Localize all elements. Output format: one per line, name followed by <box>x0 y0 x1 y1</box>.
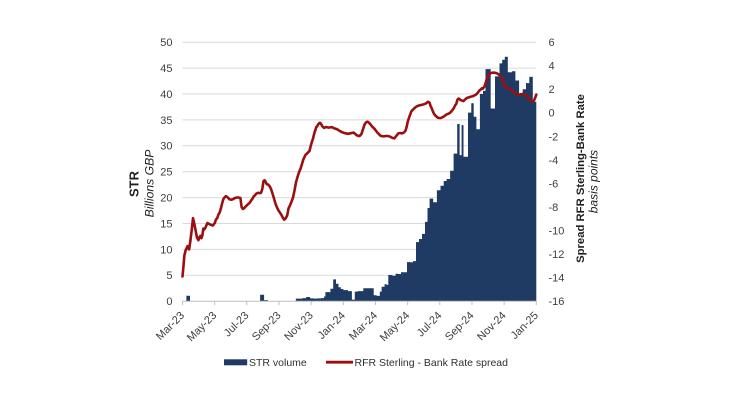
svg-text:50: 50 <box>160 37 172 49</box>
svg-text:-4: -4 <box>549 155 559 167</box>
svg-text:15: 15 <box>160 218 172 230</box>
svg-text:-14: -14 <box>549 273 565 285</box>
svg-text:4: 4 <box>549 61 555 73</box>
svg-text:-16: -16 <box>549 296 565 308</box>
svg-text:-10: -10 <box>549 226 565 238</box>
svg-text:10: 10 <box>160 244 172 256</box>
svg-text:Billions GBP: Billions GBP <box>142 149 156 218</box>
svg-text:30: 30 <box>160 141 172 153</box>
svg-text:2: 2 <box>549 84 555 96</box>
svg-text:STR: STR <box>126 170 141 197</box>
svg-text:6: 6 <box>549 37 555 49</box>
svg-text:Spread RFR Sterling-Bank Rate: Spread RFR Sterling-Bank Rate <box>575 94 587 263</box>
svg-text:STR volume: STR volume <box>249 357 307 369</box>
svg-text:20: 20 <box>160 193 172 205</box>
svg-text:-6: -6 <box>549 178 559 190</box>
svg-text:45: 45 <box>160 63 172 75</box>
svg-text:25: 25 <box>160 167 172 179</box>
svg-text:5: 5 <box>166 270 172 282</box>
svg-text:40: 40 <box>160 89 172 101</box>
svg-text:0: 0 <box>166 296 172 308</box>
svg-text:-12: -12 <box>549 249 565 261</box>
svg-text:basis points: basis points <box>587 150 601 213</box>
svg-text:0: 0 <box>549 108 555 120</box>
svg-text:35: 35 <box>160 115 172 127</box>
svg-text:-2: -2 <box>549 131 559 143</box>
svg-text:-8: -8 <box>549 202 559 214</box>
svg-text:RFR Sterling - Bank Rate sprea: RFR Sterling - Bank Rate spread <box>355 357 509 369</box>
